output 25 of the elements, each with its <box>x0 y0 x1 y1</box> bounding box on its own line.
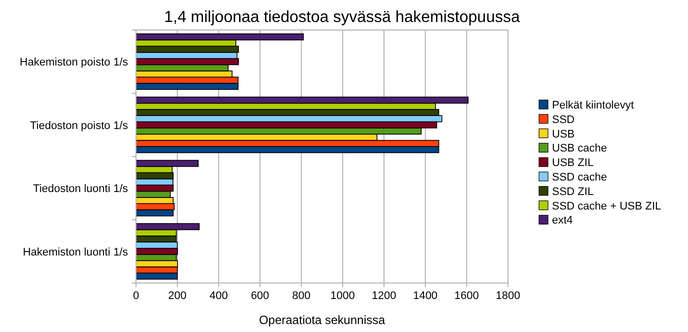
x-tick-label: 1200 <box>372 290 396 302</box>
x-tick-label: 1600 <box>454 290 479 302</box>
legend-label: USB cache <box>552 142 608 155</box>
x-tick-label: 1400 <box>413 290 438 302</box>
legend-label: SSD cache + USB ZIL <box>552 200 662 212</box>
x-tick-label: 400 <box>209 290 228 302</box>
x-axis-title: Operaatiota sekunnissa <box>258 313 386 327</box>
x-tick-label: 1800 <box>496 290 520 302</box>
legend-label: SSD <box>552 114 575 126</box>
x-tick-label: 0 <box>132 290 140 302</box>
legend-label: Pelkät kiintolevyt <box>552 100 634 112</box>
x-tick-label: 1000 <box>330 290 355 302</box>
x-tick-label: 200 <box>168 290 187 302</box>
y-tick-label: Hakemiston luonti 1/s <box>22 246 128 258</box>
legend-label: USB <box>552 128 575 140</box>
legend-label: SSD ZIL <box>552 186 594 198</box>
legend-label: SSD cache <box>552 172 608 184</box>
x-tick-label: 600 <box>250 290 270 302</box>
x-tick-label: 800 <box>292 290 311 302</box>
chart-title: 1,4 miljoonaa tiedostoa syvässä hakemistopuussa <box>164 9 520 26</box>
legend-label: ext4 <box>552 214 573 227</box>
y-tick-label: Hakemiston poisto 1/s <box>20 56 128 69</box>
y-tick-label: Tiedoston luonti 1/s <box>33 183 128 196</box>
legend-label: USB ZIL <box>552 157 594 170</box>
y-tick-label: Tiedoston poisto 1/s <box>30 120 128 132</box>
